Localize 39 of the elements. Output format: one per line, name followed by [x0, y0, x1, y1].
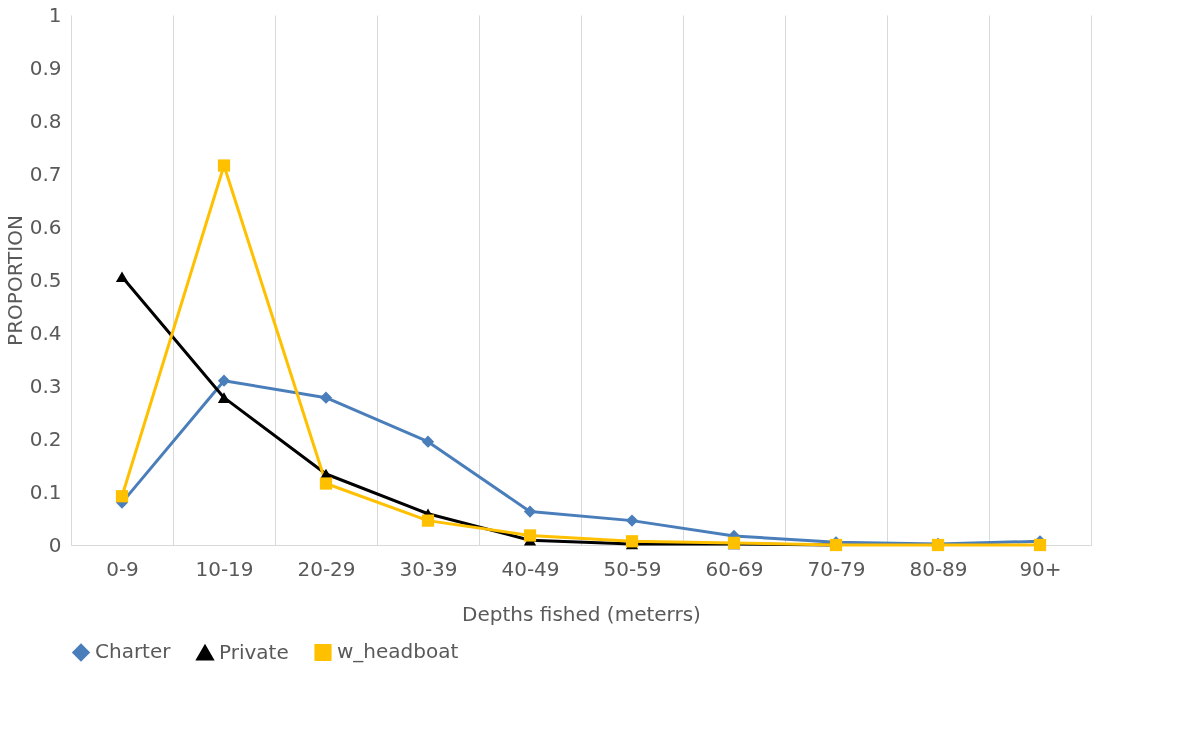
y-tick-label: 0.7	[29, 161, 62, 186]
point	[523, 529, 537, 542]
y-tick-label: 0.2	[29, 426, 62, 451]
y-tick-label: 0.9	[29, 55, 62, 80]
x-tick-label: 20-29	[297, 556, 356, 581]
x-tick-label: 70-79	[807, 556, 866, 581]
x-tick-label: 50-59	[603, 556, 662, 581]
legend-label: Private	[219, 639, 289, 664]
x-axis-title: Depths fished (meterrs)	[462, 601, 701, 626]
y-tick-label: 0.4	[29, 320, 62, 345]
y-tick-label: 0.1	[29, 479, 62, 504]
x-tick-label: 90+	[1019, 556, 1062, 581]
x-tick-label: 10-19	[195, 556, 254, 581]
point	[115, 271, 129, 283]
point	[625, 514, 639, 527]
point	[115, 490, 129, 503]
x-tick-label: 80-89	[909, 556, 968, 581]
point	[319, 391, 333, 404]
y-tick-label: 1	[48, 2, 62, 27]
y-axis-title: PROPORTION	[2, 215, 27, 346]
point	[523, 505, 537, 518]
y-tick-label: 0.8	[29, 108, 62, 133]
point	[217, 392, 231, 403]
point	[217, 159, 231, 172]
x-tick-label: 40-49	[501, 556, 560, 581]
point	[319, 477, 333, 490]
y-tick-label: 0	[48, 532, 62, 557]
point	[217, 374, 231, 387]
point	[421, 435, 435, 448]
y-tick-label: 0.5	[29, 267, 62, 292]
legend-label: w_headboat	[337, 639, 459, 664]
point	[421, 514, 435, 527]
y-tick-label: 0.6	[29, 214, 62, 239]
x-tick-label: 30-39	[399, 556, 458, 581]
legend-label: Charter	[95, 639, 172, 664]
point	[1033, 538, 1047, 552]
x-tick-label: 60-69	[705, 556, 764, 581]
x-tick-label: 0-9	[106, 556, 139, 581]
y-tick-label: 0.3	[29, 373, 62, 398]
